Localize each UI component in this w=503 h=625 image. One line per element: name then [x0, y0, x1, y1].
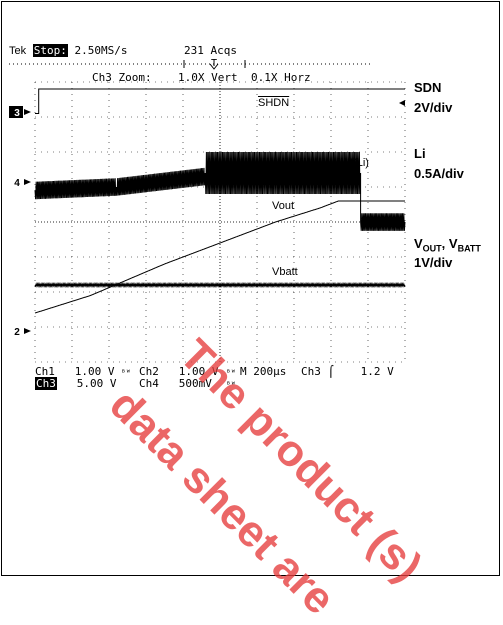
page-frame: [1, 1, 500, 576]
ch3-value: 5.00 V: [76, 377, 117, 390]
acq-state-badge: Stop:: [32, 44, 68, 57]
sdn-scale: 2V/div: [414, 100, 453, 115]
voltage-label: VOUT, VBATT: [414, 236, 481, 254]
trigger-position-icon: T: [211, 58, 217, 69]
trigger-settings: Ch3 ⌠ 1.2 V: [301, 366, 394, 377]
li-scale: 0.5A/div: [414, 166, 464, 181]
trigger-source: Ch3: [301, 365, 321, 378]
trigger-level-arrow-icon: [399, 100, 405, 106]
ch4-settings: Ch4 500mV: [139, 378, 212, 389]
acquisition-count: 231 Acqs: [184, 44, 237, 57]
ch3-ground-marker: 3: [14, 108, 20, 119]
ili-trace-label: I(Li): [350, 157, 369, 169]
zoom-vert: 1.0X Vert: [178, 71, 238, 84]
ch3-ground-marker-badge: [9, 106, 23, 118]
ch3-settings: Ch3 5.00 V: [35, 377, 117, 390]
ch4-value: 500mV: [178, 377, 212, 390]
vbatt-trace-label: Vbatt: [272, 266, 298, 278]
ch2-settings: Ch2 1.00 V: [139, 366, 219, 377]
ch3-ground-marker-arrow-icon: [24, 109, 31, 115]
timebase-settings: M 200µs: [240, 366, 286, 377]
vout-symbol: V: [414, 236, 423, 251]
ch4-ground-marker-arrow-icon: [24, 179, 31, 185]
ch4-ground-marker: 4: [14, 178, 20, 189]
vbatt-subscript: BATT: [457, 243, 481, 254]
ch4-name: Ch4: [139, 377, 159, 390]
trigger-level: 1.2 V: [360, 365, 394, 378]
ch2-name: Ch2: [139, 365, 159, 378]
trace-shdn: [35, 88, 405, 114]
shdn-trace-label: SHDN: [258, 97, 290, 109]
ch1-name: Ch1: [35, 365, 55, 378]
ch1-bw-icon: ᴮᵂ: [121, 368, 131, 377]
header-bar: Tek Stop: 2.50MS/s: [9, 44, 127, 57]
sample-rate: 2.50MS/s: [74, 44, 128, 57]
vout-subscript: OUT: [422, 243, 442, 254]
timebase-value: 200µs: [253, 365, 287, 378]
trace-vbatt: [34, 281, 406, 289]
zoom-label: Ch3 Zoom:: [92, 71, 152, 84]
li-label: Li: [414, 146, 426, 161]
ruler-caret-icon: [209, 63, 219, 70]
ch4-bw-icon: ᴮᵂ: [226, 380, 236, 389]
ch2-bw-icon: ᴮᵂ: [226, 368, 236, 377]
zoom-horz: 0.1X Horz: [251, 71, 311, 84]
ch2-ground-marker-arrow-icon: [24, 328, 31, 334]
ch3-name: Ch3: [35, 377, 57, 390]
ch1-settings: Ch1 1.00 V: [35, 366, 115, 377]
trace-i-li-: [34, 151, 406, 231]
vout-trace-label: Vout: [272, 200, 295, 212]
timebase-name: M: [240, 365, 247, 378]
trigger-slope-icon: ⌠: [327, 365, 335, 378]
brand-label: Tek: [9, 45, 27, 57]
vbatt-symbol: , V: [441, 236, 458, 251]
scope-display: T 3 4 2: [9, 58, 406, 363]
sdn-label: SDN: [414, 80, 442, 95]
trace-vout: [34, 200, 405, 314]
ch1-value: 1.00 V: [74, 365, 115, 378]
ch2-ground-marker: 2: [14, 327, 20, 338]
ch2-value: 1.00 V: [178, 365, 219, 378]
voltage-scale: 1V/div: [414, 255, 453, 270]
